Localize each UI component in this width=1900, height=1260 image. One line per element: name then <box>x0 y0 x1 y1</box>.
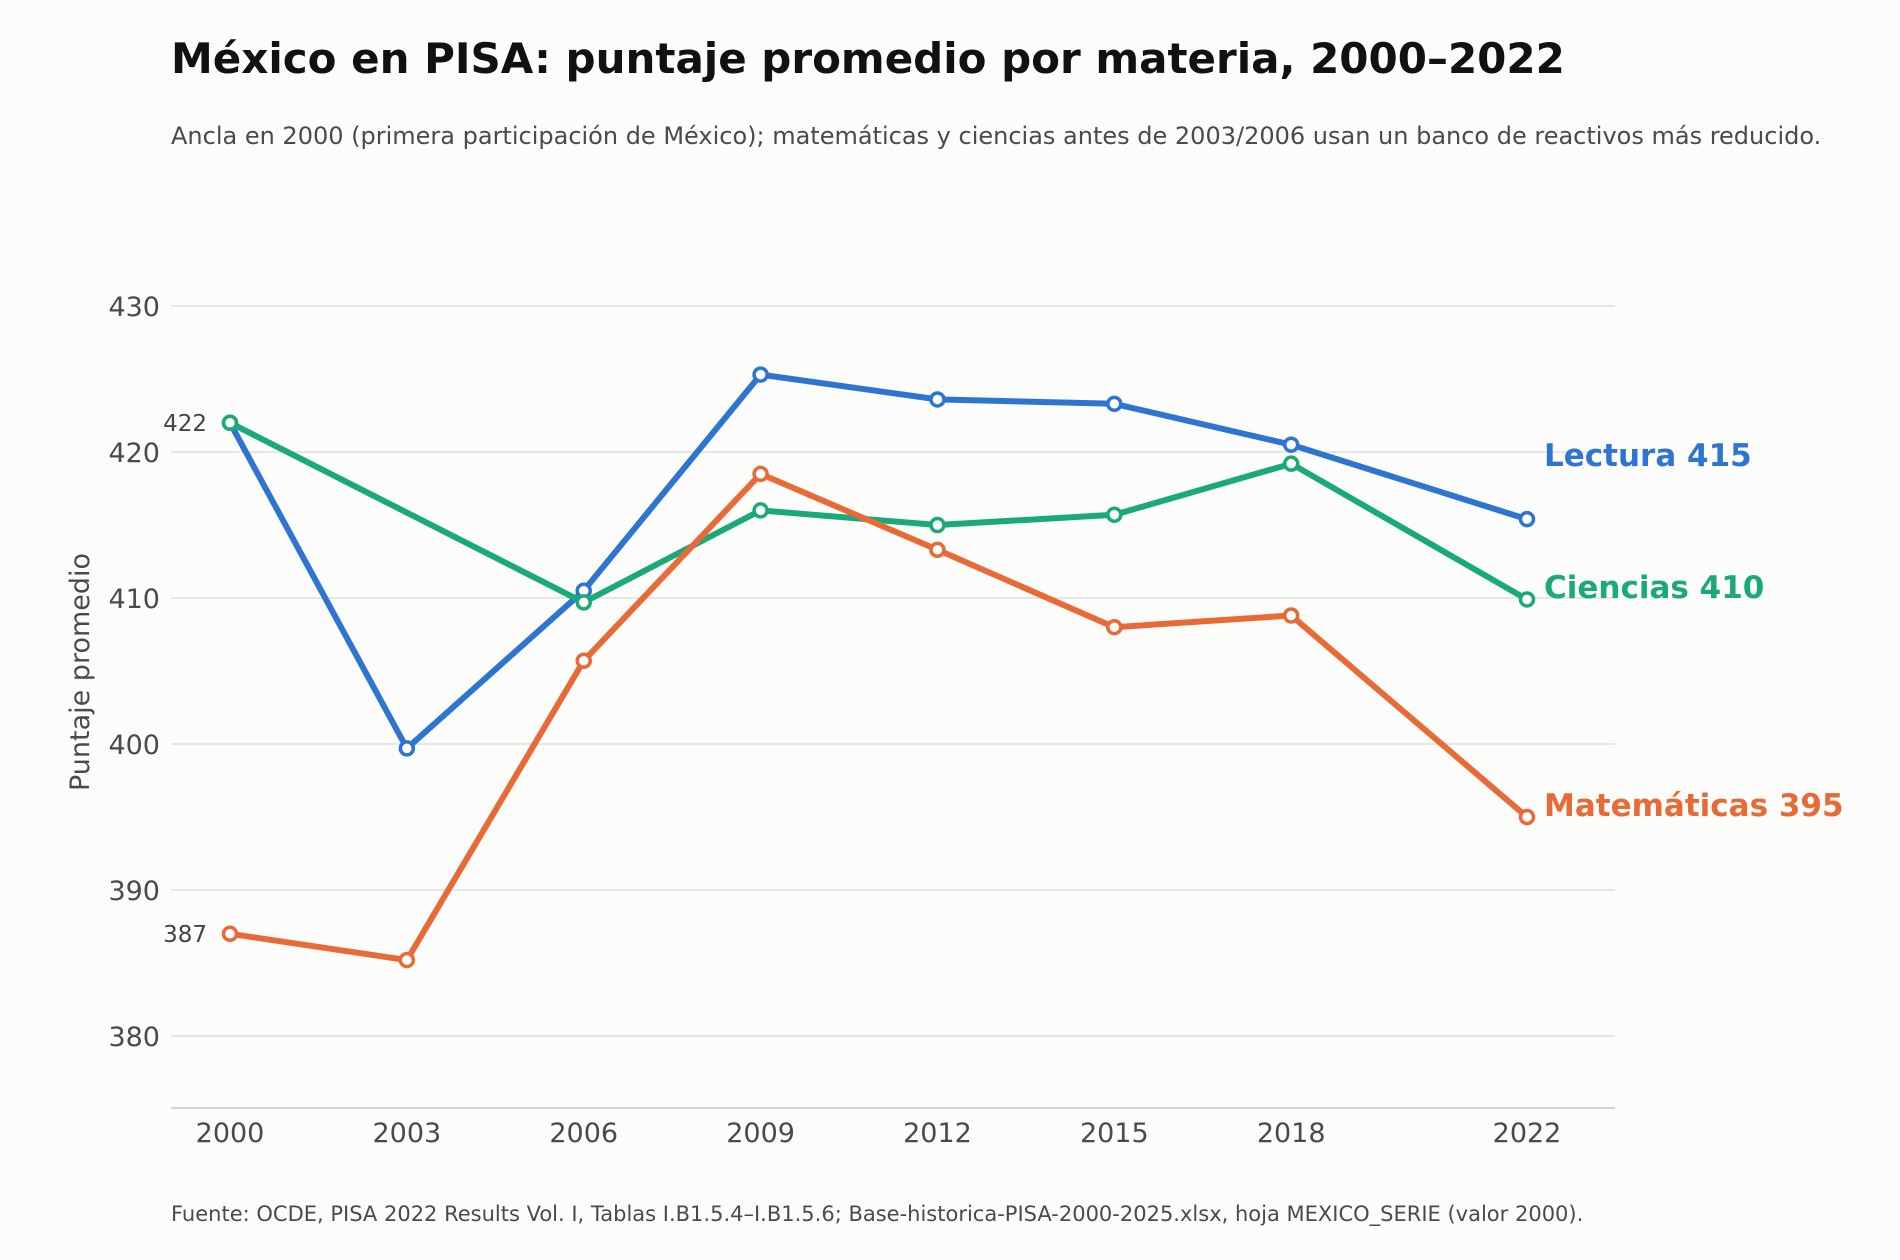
point-matem-ticas-2022 <box>1518 808 1536 826</box>
x-tick-label-2003: 2003 <box>373 1118 442 1149</box>
x-tick-label-2000: 2000 <box>196 1118 265 1149</box>
series-lectura: Lectura 415 <box>221 366 1752 757</box>
point-matem-ticas-2000 <box>221 925 239 943</box>
grid-lines <box>171 305 1615 1037</box>
point-ciencias-2022 <box>1518 591 1536 608</box>
annotation-387: 387 <box>163 922 207 948</box>
series-line-matem-ticas <box>227 470 1530 964</box>
series-ciencias: Ciencias 410 <box>221 414 1764 611</box>
y-tick-label-400: 400 <box>108 730 160 761</box>
point-lectura-2022 <box>1518 510 1536 528</box>
x-tick-label-2012: 2012 <box>903 1118 972 1149</box>
series-line-ciencias <box>227 419 1530 606</box>
x-tick-label-2009: 2009 <box>726 1118 795 1149</box>
x-tick-label-2015: 2015 <box>1080 1118 1149 1149</box>
y-tick-label-380: 380 <box>108 1022 160 1053</box>
x-axis-ticks: 2000 2003 2006 2009 2012 2015 2018 2022 <box>196 1118 1562 1149</box>
y-tick-label-420: 420 <box>108 438 160 469</box>
x-tick-label-2022: 2022 <box>1493 1118 1562 1149</box>
source-note: Fuente: OCDE, PISA 2022 Results Vol. I, … <box>171 1202 1584 1226</box>
point-lectura-2015 <box>1106 395 1123 413</box>
series-group: Lectura 415 Ciencias 410 Matemáticas 395 <box>221 366 1844 969</box>
x-tick-label-2018: 2018 <box>1257 1118 1326 1149</box>
point-matem-ticas-2006 <box>575 652 592 670</box>
x-tick-label-2006: 2006 <box>549 1118 618 1149</box>
y-axis-ticks: 380 390 400 410 420 430 <box>108 292 160 1053</box>
series-matem-ticas: Matemáticas 395 <box>221 465 1844 969</box>
point-ciencias-2000 <box>221 414 239 432</box>
chart-subtitle: Ancla en 2000 (primera participación de … <box>171 122 1822 150</box>
point-lectura-2012 <box>929 391 946 408</box>
end-label-ciencias: Ciencias 410 <box>1544 570 1764 606</box>
end-label-matem-ticas: Matemáticas 395 <box>1544 788 1844 824</box>
point-matem-ticas-2003 <box>398 951 416 969</box>
point-matem-ticas-2018 <box>1282 607 1300 624</box>
point-ciencias-2009 <box>752 502 769 519</box>
point-matem-ticas-2012 <box>929 541 946 559</box>
point-ciencias-2018 <box>1282 455 1300 472</box>
y-axis-title: Puntaje promedio <box>65 553 96 791</box>
point-ciencias-2006 <box>575 594 592 611</box>
point-lectura-2018 <box>1282 436 1300 453</box>
point-lectura-2003 <box>398 740 416 757</box>
point-ciencias-2012 <box>929 516 946 534</box>
point-lectura-2009 <box>752 366 769 383</box>
y-tick-label-430: 430 <box>108 292 160 323</box>
y-tick-label-410: 410 <box>108 584 160 615</box>
point-ciencias-2015 <box>1106 506 1123 524</box>
end-label-lectura: Lectura 415 <box>1544 438 1752 474</box>
annotations: 422 387 <box>163 411 207 948</box>
annotation-422: 422 <box>163 411 207 437</box>
point-matem-ticas-2015 <box>1106 618 1123 636</box>
series-line-lectura <box>227 371 1530 752</box>
point-matem-ticas-2009 <box>752 465 769 483</box>
y-tick-label-390: 390 <box>108 876 160 907</box>
chart-title: México en PISA: puntaje promedio por mat… <box>171 34 1565 83</box>
